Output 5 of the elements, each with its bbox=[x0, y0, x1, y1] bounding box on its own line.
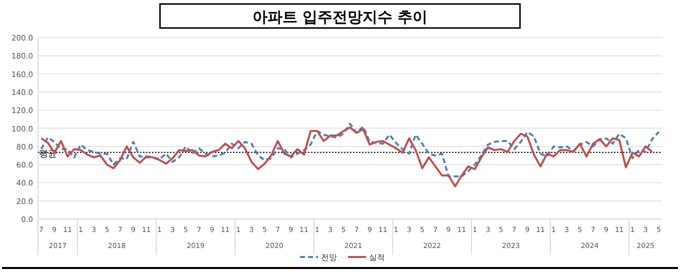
line-series bbox=[40, 122, 660, 178]
legend-label: 전망 bbox=[321, 253, 337, 262]
line-series bbox=[40, 126, 654, 188]
chart-title: 아파트 입주전망지수 추이 bbox=[252, 8, 428, 26]
legend-label: 실적 bbox=[369, 253, 385, 262]
